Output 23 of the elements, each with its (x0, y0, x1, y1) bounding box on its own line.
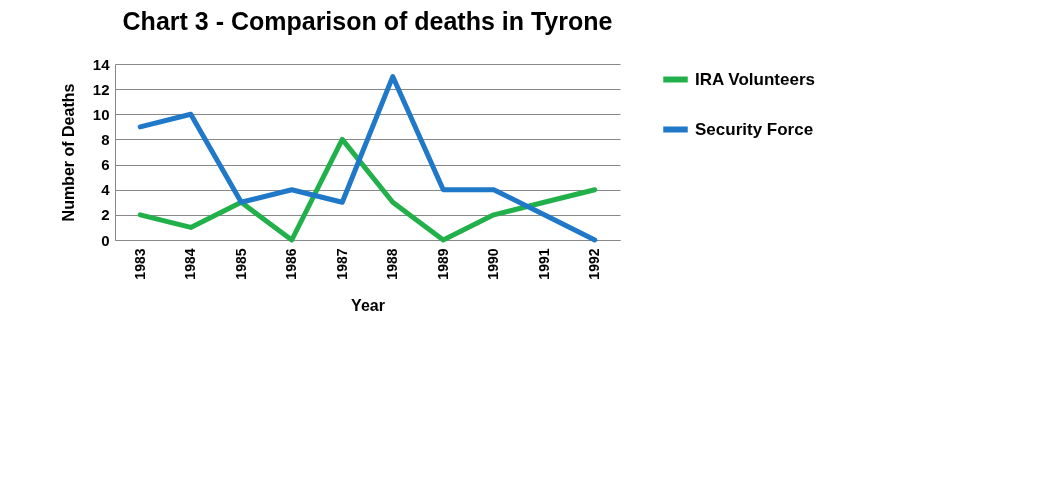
x-tick-label: 1991 (535, 248, 552, 280)
y-tick-label: 4 (101, 181, 111, 199)
y-tick-label: 14 (92, 55, 111, 73)
x-axis-title: Year (351, 296, 385, 314)
y-tick-label: 12 (92, 80, 110, 98)
x-tick-label: 1990 (485, 248, 502, 280)
legend-label: Security Force (695, 119, 814, 139)
x-tick-label: 1984 (182, 248, 199, 280)
x-tick-label: 1986 (283, 248, 300, 280)
y-tick-label: 8 (101, 130, 110, 148)
y-axis-title: Number of Deaths (59, 83, 77, 222)
y-tick-label: 10 (92, 105, 110, 123)
x-tick-label: 1988 (384, 248, 401, 280)
x-tick-label: 1983 (131, 248, 148, 280)
chart-title: Chart 3 - Comparison of deaths in Tyrone (122, 7, 613, 35)
x-tick-label: 1985 (232, 248, 249, 280)
x-tick-label: 1992 (586, 248, 603, 280)
y-tick-label: 0 (101, 231, 110, 249)
y-tick-label: 2 (101, 206, 110, 224)
x-tick-label: 1987 (333, 248, 350, 280)
x-tick-label: 1989 (434, 248, 451, 280)
legend-label: IRA Volunteers (695, 69, 815, 89)
y-tick-label: 6 (101, 156, 110, 174)
